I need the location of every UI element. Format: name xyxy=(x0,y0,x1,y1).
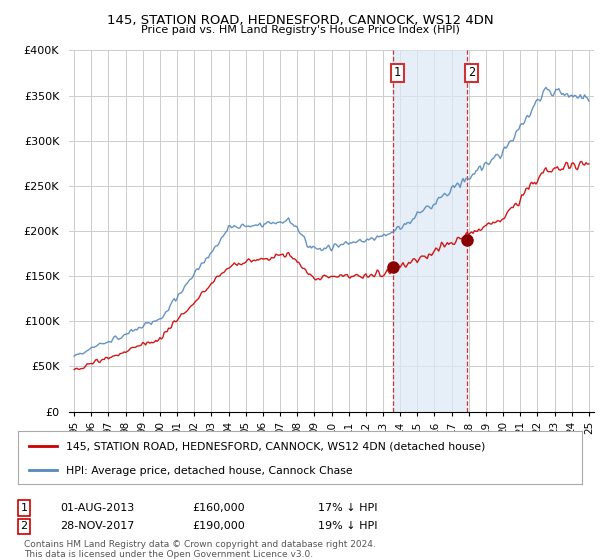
Text: This data is licensed under the Open Government Licence v3.0.: This data is licensed under the Open Gov… xyxy=(24,550,313,559)
Text: £160,000: £160,000 xyxy=(192,503,245,513)
Bar xyxy=(393,50,467,412)
Text: 17% ↓ HPI: 17% ↓ HPI xyxy=(318,503,377,513)
Text: 28-NOV-2017: 28-NOV-2017 xyxy=(60,521,134,531)
Text: 1: 1 xyxy=(394,67,401,80)
Text: 19% ↓ HPI: 19% ↓ HPI xyxy=(318,521,377,531)
Text: £190,000: £190,000 xyxy=(192,521,245,531)
Text: 145, STATION ROAD, HEDNESFORD, CANNOCK, WS12 4DN: 145, STATION ROAD, HEDNESFORD, CANNOCK, … xyxy=(107,14,493,27)
Text: 1: 1 xyxy=(20,503,28,513)
Text: 2: 2 xyxy=(468,67,475,80)
Text: 01-AUG-2013: 01-AUG-2013 xyxy=(60,503,134,513)
Text: 2: 2 xyxy=(20,521,28,531)
Text: Contains HM Land Registry data © Crown copyright and database right 2024.: Contains HM Land Registry data © Crown c… xyxy=(24,540,376,549)
Text: 145, STATION ROAD, HEDNESFORD, CANNOCK, WS12 4DN (detached house): 145, STATION ROAD, HEDNESFORD, CANNOCK, … xyxy=(66,441,485,451)
Text: HPI: Average price, detached house, Cannock Chase: HPI: Average price, detached house, Cann… xyxy=(66,465,353,475)
Text: Price paid vs. HM Land Registry's House Price Index (HPI): Price paid vs. HM Land Registry's House … xyxy=(140,25,460,35)
